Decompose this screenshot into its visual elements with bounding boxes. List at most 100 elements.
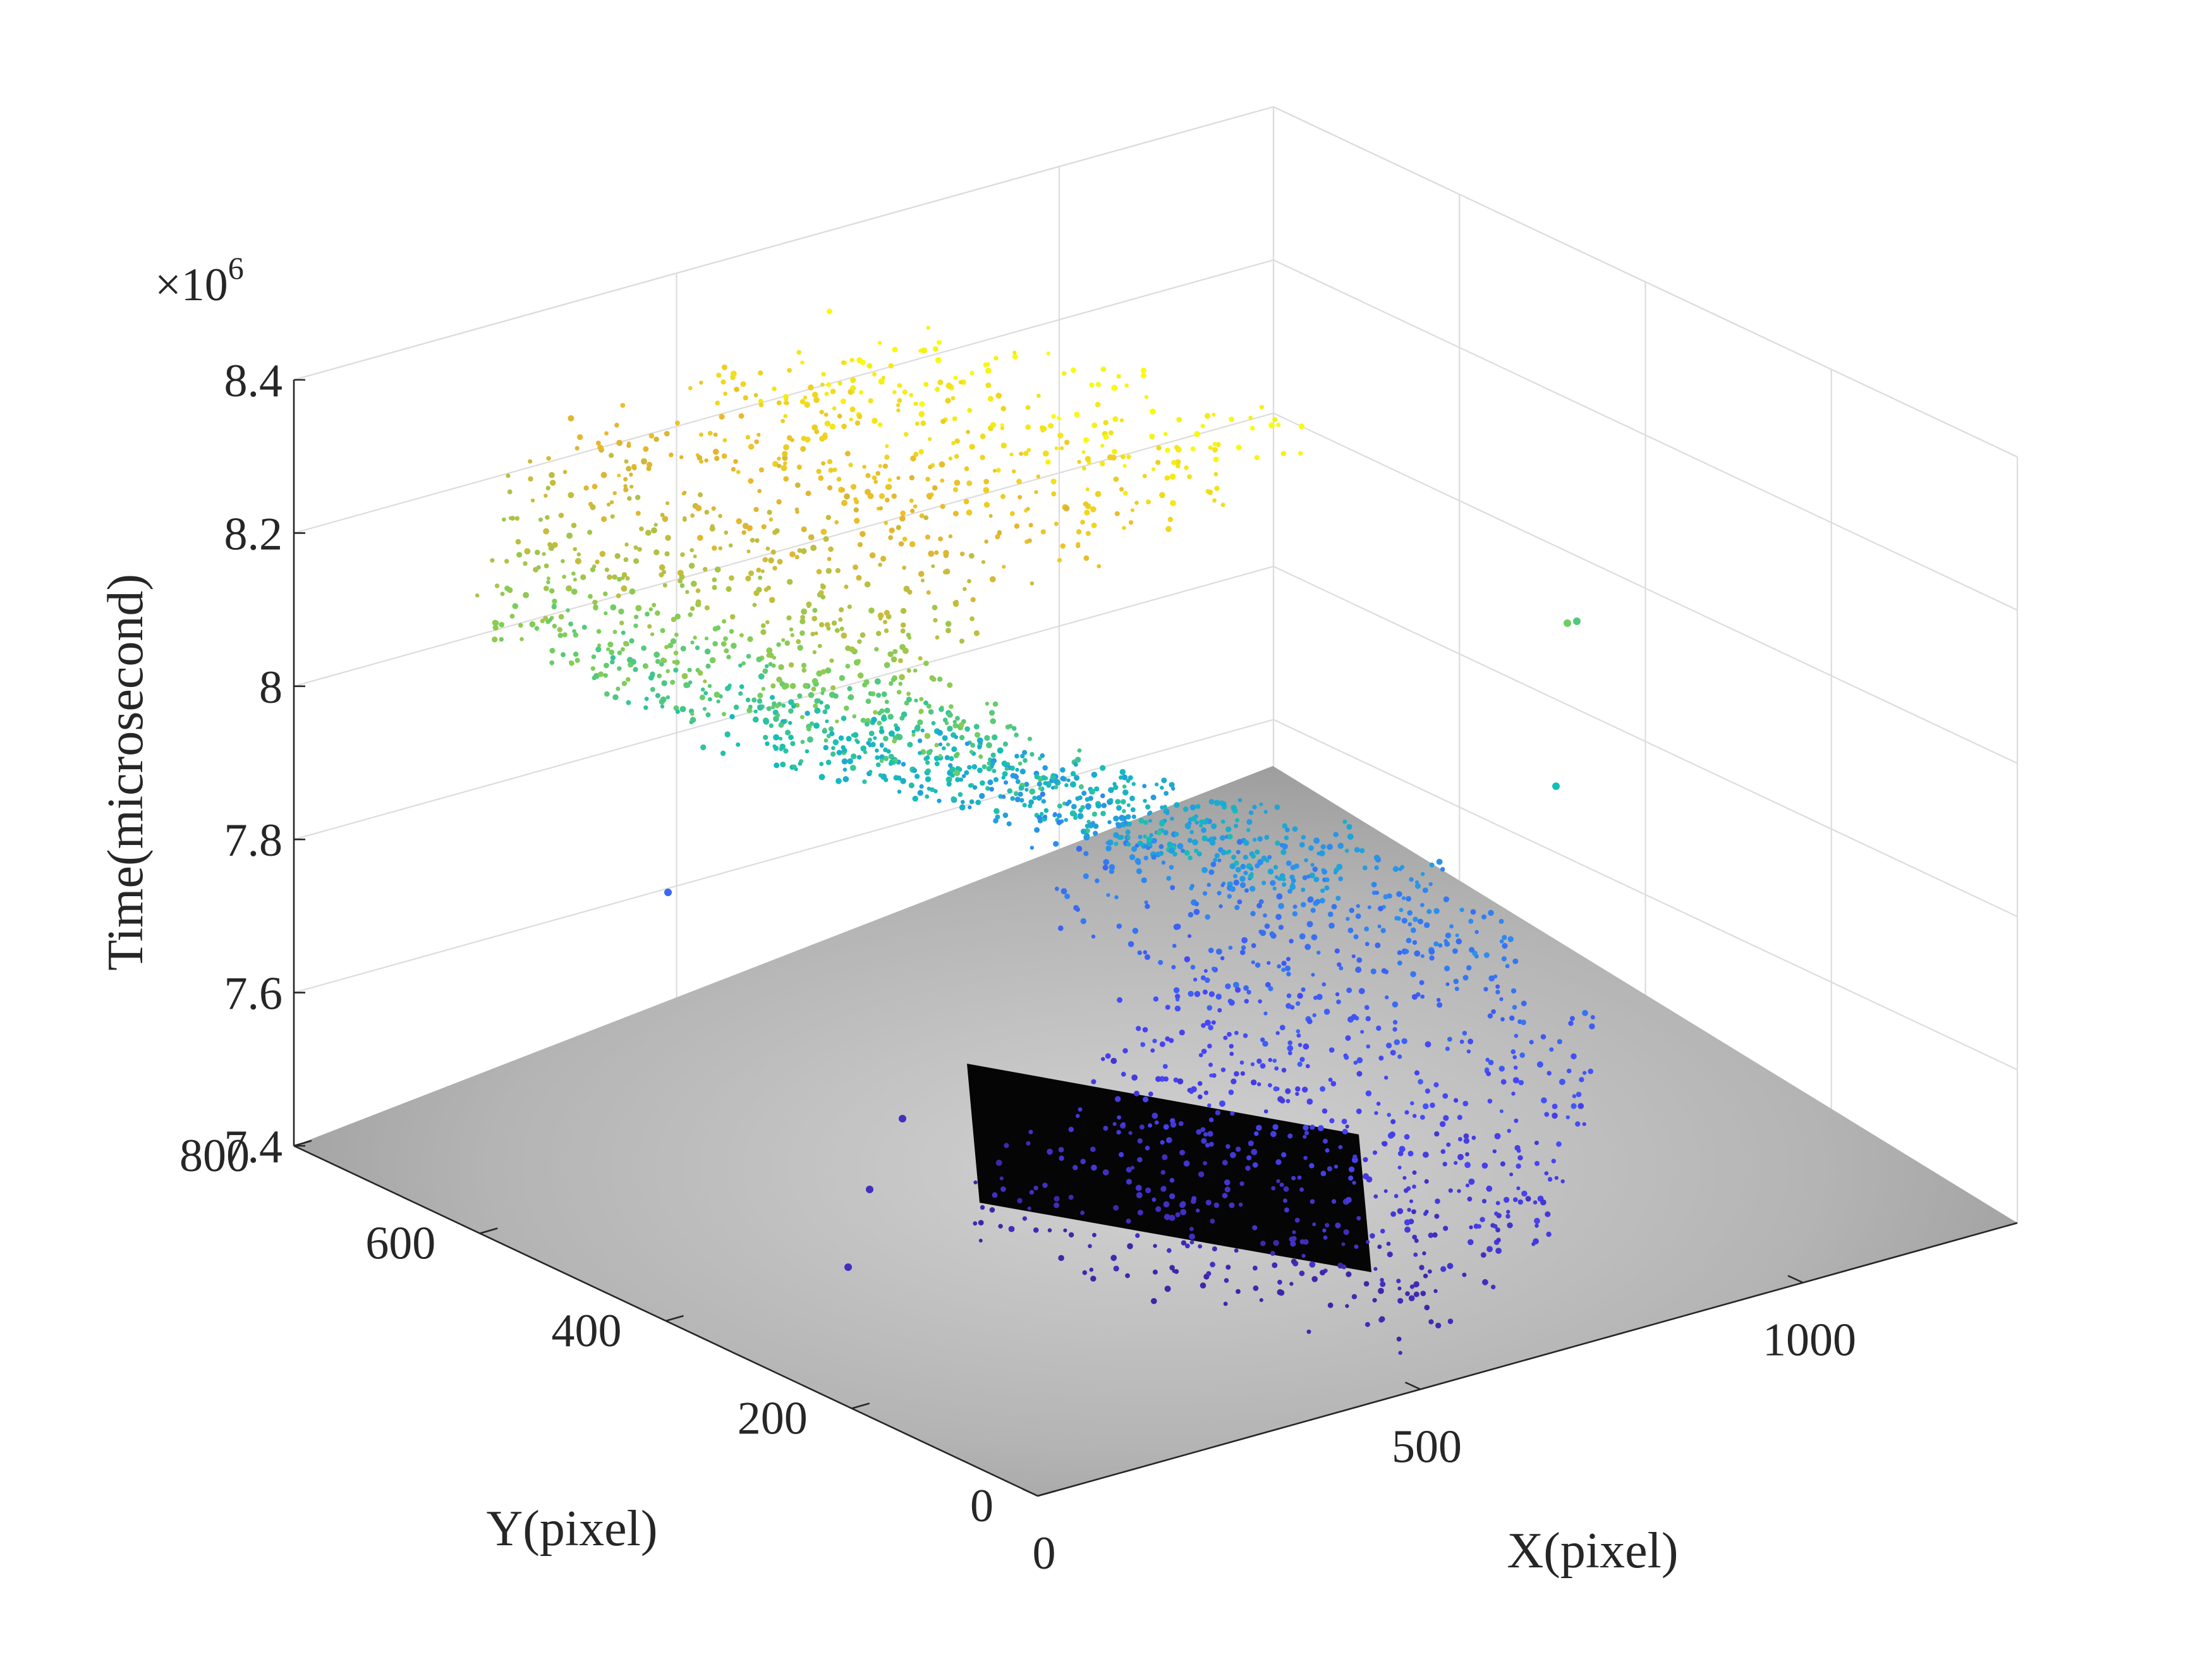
scatter-point (637, 547, 642, 552)
scatter-point (748, 444, 755, 450)
scatter-point (1251, 853, 1256, 859)
scatter-point (1507, 1129, 1511, 1133)
scatter-point (845, 645, 851, 652)
scatter-point (1565, 1115, 1570, 1120)
scatter-point (932, 604, 938, 611)
scatter-point (549, 471, 555, 478)
scatter-point (914, 774, 920, 779)
scatter-point (1411, 1209, 1416, 1215)
scatter-point (661, 680, 667, 686)
scatter-point (992, 701, 999, 707)
scatter-point (609, 649, 614, 655)
scatter-point (1299, 933, 1306, 940)
scatter-point (831, 746, 836, 750)
scatter-point (1434, 1131, 1440, 1137)
scatter-point (1212, 1246, 1217, 1252)
scatter-point (718, 514, 722, 518)
scatter-point (978, 754, 983, 759)
scatter-point (1075, 1114, 1080, 1118)
scatter-point (818, 590, 824, 596)
scatter-point (748, 705, 753, 709)
scatter-point (788, 708, 794, 714)
scatter-point (827, 485, 833, 491)
scatter-point (603, 673, 608, 678)
scatter-point (1335, 1222, 1341, 1229)
scatter-point (1316, 851, 1321, 856)
scatter-point (705, 712, 711, 718)
scatter-point (1353, 934, 1359, 940)
z-axis-label: Time(microsecond) (98, 574, 154, 971)
scatter-point (811, 678, 818, 684)
scatter-point (868, 743, 872, 748)
scatter-point (1339, 966, 1344, 971)
z-tick-label: 8 (259, 662, 283, 714)
scatter-point (980, 1205, 985, 1210)
scatter-point (945, 398, 951, 404)
scatter-point (801, 662, 807, 668)
scatter-point (1465, 1183, 1470, 1188)
scatter-point (1165, 1004, 1170, 1010)
scatter-point (862, 779, 867, 784)
scatter-point (738, 663, 743, 668)
scatter-point (814, 631, 818, 636)
scatter-point (959, 777, 964, 782)
scatter-point (621, 630, 626, 635)
scatter-point (1435, 1322, 1442, 1328)
scatter-point (1510, 988, 1517, 994)
scatter-point (1077, 813, 1084, 820)
scatter-point (1129, 795, 1135, 801)
scatter-point (1164, 1213, 1170, 1220)
scatter-point (913, 401, 918, 406)
scatter-point (1175, 1212, 1181, 1218)
scatter-point (1095, 382, 1101, 387)
scatter-point (1153, 996, 1159, 1002)
back-wall-left (294, 125, 1273, 1146)
scatter-point (1100, 810, 1106, 817)
scatter-point (1012, 350, 1017, 355)
scatter-point (1428, 1319, 1434, 1325)
scatter-point (1103, 434, 1109, 440)
scatter-point (829, 731, 835, 736)
scatter-point (892, 649, 898, 654)
scatter-point (1234, 904, 1240, 911)
scatter-point (784, 401, 788, 405)
scatter-point (1455, 933, 1459, 937)
scatter-point (1038, 786, 1043, 791)
scatter-point (670, 679, 676, 685)
scatter-point (1076, 542, 1081, 547)
scatter-point (772, 744, 777, 748)
scatter-point (1557, 1039, 1562, 1045)
scatter-point (1169, 1193, 1176, 1200)
scatter-point (844, 451, 851, 457)
scatter-point (1085, 797, 1090, 802)
scatter-point (954, 480, 961, 486)
scatter-point (1026, 447, 1031, 453)
scatter-point (1468, 1038, 1474, 1045)
scatter-point (919, 696, 924, 702)
scatter-point (595, 646, 602, 653)
scatter-point (1203, 969, 1208, 973)
scatter-point (1414, 950, 1421, 957)
scatter-point (652, 602, 657, 607)
scatter-point (925, 794, 930, 799)
scatter-point (1091, 772, 1098, 778)
scatter-point (1424, 1179, 1429, 1184)
scatter-point (1135, 1233, 1140, 1238)
scatter-point (591, 654, 597, 659)
scatter-point (1130, 807, 1136, 813)
scatter-point (1376, 1102, 1381, 1106)
scatter-point (876, 631, 882, 636)
scatter-point (697, 535, 703, 541)
scatter-point (824, 704, 830, 710)
scatter-point (957, 792, 963, 797)
scatter-point (824, 391, 829, 396)
scatter-point (1534, 1161, 1540, 1166)
scatter-point (1167, 516, 1174, 522)
scatter-point (1356, 1109, 1362, 1114)
scatter-point (1114, 895, 1119, 899)
scatter-point (1231, 854, 1237, 860)
scatter-point (1278, 925, 1284, 930)
scatter-point (840, 398, 846, 404)
scatter-point (1206, 882, 1212, 887)
scatter-point (712, 577, 717, 583)
